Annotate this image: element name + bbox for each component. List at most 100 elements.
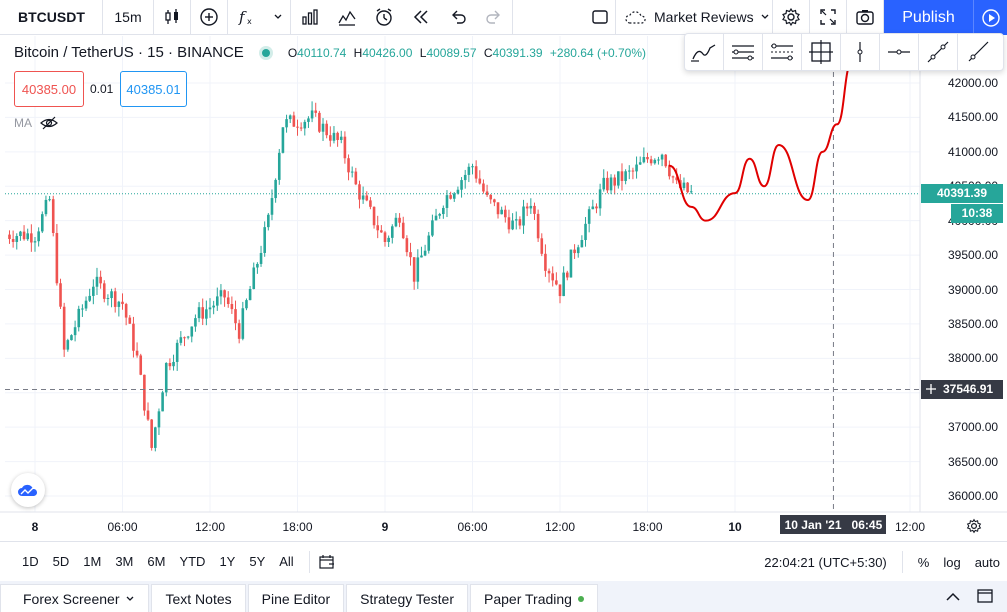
crosshair-price-label: 37546.91 — [921, 379, 1003, 399]
sell-button[interactable]: 40385.00 — [14, 71, 84, 107]
candle-body — [489, 195, 493, 200]
range-1d[interactable]: 1D — [22, 554, 39, 569]
candle-body — [398, 217, 401, 223]
settings-gear-icon[interactable] — [773, 0, 810, 35]
vertical-line-icon[interactable] — [841, 34, 880, 70]
expand-icon[interactable] — [810, 0, 847, 35]
tab-forex-screener[interactable]: Forex Screener — [0, 584, 150, 612]
goto-date-icon[interactable] — [318, 554, 336, 570]
range-ytd[interactable]: YTD — [179, 554, 206, 569]
candle-body — [128, 317, 132, 324]
range-5d[interactable]: 5D — [52, 554, 70, 569]
horizontal-line-icon[interactable] — [880, 34, 919, 70]
candle-body — [478, 178, 482, 184]
candle-body — [624, 171, 627, 181]
templates-icon[interactable] — [328, 0, 365, 35]
candle-body — [609, 177, 613, 191]
interval-button[interactable]: 15m — [103, 0, 154, 35]
layout-name: Market Reviews — [654, 9, 754, 25]
candle-body — [423, 250, 427, 256]
candle-body — [172, 361, 175, 367]
candle-body — [248, 289, 252, 301]
layout-selector[interactable]: Market Reviews — [616, 0, 773, 35]
candle-body — [653, 159, 657, 164]
tab-pine-editor[interactable]: Pine Editor — [247, 584, 345, 612]
percent-scale-toggle[interactable]: % — [917, 554, 930, 570]
candle-body — [132, 323, 135, 351]
candle-body — [252, 267, 256, 290]
candle-body — [617, 171, 620, 186]
price-chart[interactable] — [0, 36, 1007, 541]
candle-body — [416, 257, 420, 282]
timezone-clock[interactable]: 22:04:21 (UTC+5:30) — [764, 554, 887, 570]
candle-body — [460, 180, 463, 190]
candle-body — [146, 410, 150, 420]
chart-pane[interactable]: Bitcoin / TetherUS · 15 · BINANCE O40110… — [0, 33, 1007, 541]
symbol-search-button[interactable]: BTCUSDT — [0, 0, 103, 35]
add-compare-icon[interactable] — [191, 0, 228, 35]
candle-body — [511, 220, 514, 230]
fullscreen-toggle-icon[interactable] — [584, 0, 616, 35]
candles-style-icon[interactable] — [154, 0, 191, 35]
candle-body — [321, 123, 325, 132]
candle-body — [223, 290, 226, 298]
publish-options-icon[interactable] — [974, 8, 1007, 28]
price-tick-label: 36000.00 — [948, 489, 999, 503]
crosshair-date-label: 10 Jan '21 06:45 — [780, 515, 887, 534]
range-5y[interactable]: 5Y — [249, 554, 266, 569]
axis-settings-gear-icon[interactable] — [966, 518, 982, 537]
candle-body — [154, 427, 157, 448]
eye-hidden-icon[interactable] — [40, 116, 58, 130]
candle-body — [555, 280, 558, 285]
candle-body — [613, 177, 616, 186]
camera-icon[interactable] — [847, 0, 884, 35]
plus-icon[interactable] — [925, 383, 937, 395]
range-1m[interactable]: 1M — [83, 554, 102, 569]
candle-body — [514, 219, 518, 221]
undo-icon[interactable] — [439, 0, 476, 35]
tab-strategy-tester[interactable]: Strategy Tester — [346, 584, 469, 612]
candle-body — [558, 284, 562, 297]
ray-line-icon[interactable] — [958, 34, 997, 70]
range-3m[interactable]: 3M — [115, 554, 134, 569]
candle-body — [361, 195, 365, 200]
financials-icon[interactable] — [291, 0, 328, 35]
tab-text-notes[interactable]: Text Notes — [151, 584, 246, 612]
parallel-channel-icon[interactable] — [763, 34, 802, 70]
candle-body — [175, 342, 179, 362]
maximize-panel-icon[interactable] — [977, 589, 993, 606]
price-tick-label: 38000.00 — [948, 351, 999, 366]
moving-average-indicator[interactable]: MA — [14, 116, 58, 130]
range-1y[interactable]: 1Y — [219, 554, 236, 569]
alert-icon[interactable] — [365, 0, 402, 35]
candle-body — [493, 199, 496, 203]
range-all[interactable]: All — [279, 554, 294, 569]
candle-body — [66, 340, 70, 350]
tradingview-logo[interactable] — [11, 473, 45, 507]
redo-icon[interactable] — [476, 0, 513, 35]
candle-body — [88, 295, 91, 301]
trend-line-icon[interactable] — [919, 34, 958, 70]
candle-body — [212, 305, 215, 308]
auto-scale-toggle[interactable]: auto — [974, 554, 1000, 570]
candle-body — [671, 176, 675, 178]
log-scale-toggle[interactable]: log — [943, 554, 961, 570]
buy-button[interactable]: 40385.01 — [120, 71, 187, 107]
pitchfork-icon[interactable] — [724, 34, 763, 70]
candle-body — [482, 183, 485, 192]
publish-button[interactable]: Publish — [884, 0, 1007, 35]
candle-body — [256, 263, 259, 268]
candle-body — [380, 230, 383, 233]
tab-paper-trading[interactable]: Paper Trading — [470, 584, 598, 612]
candle-body — [682, 182, 686, 189]
crosshair-box-icon[interactable] — [802, 34, 841, 70]
brush-icon[interactable] — [685, 34, 724, 70]
bar-replay-icon[interactable] — [402, 0, 439, 35]
candle-body — [48, 199, 51, 201]
collapse-panel-icon[interactable] — [945, 591, 961, 606]
candle-body — [595, 206, 598, 209]
candle-body — [310, 110, 314, 119]
chevron-down-icon[interactable] — [265, 0, 291, 35]
range-6m[interactable]: 6M — [147, 554, 166, 569]
